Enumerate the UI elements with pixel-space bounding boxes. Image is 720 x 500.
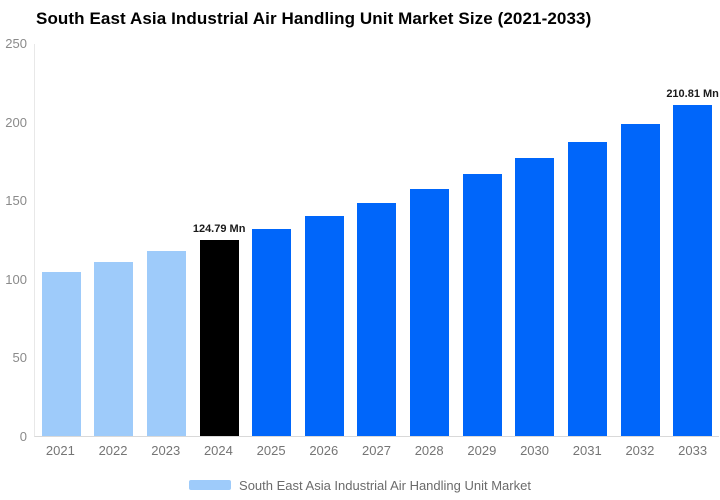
x-tick-2030: 2030	[520, 443, 549, 458]
bars-area: 124.79 Mn 210.81 Mn	[35, 44, 719, 436]
bar-2025	[252, 228, 292, 436]
y-tick-0: 0	[19, 429, 27, 444]
bar-slot-2026	[298, 44, 351, 436]
x-tick-2029: 2029	[467, 443, 497, 458]
x-tick-2021: 2021	[45, 443, 75, 458]
chart-title: South East Asia Industrial Air Handling …	[36, 9, 592, 28]
y-tick-50: 50	[12, 350, 27, 366]
bar-slot-2021	[35, 44, 88, 436]
data-label-2033: 210.81 Mn	[666, 88, 719, 101]
bar-2033	[673, 105, 713, 436]
bar-slot-2033: 210.81 Mn	[666, 44, 719, 436]
bar-2022	[94, 261, 134, 436]
x-tick-2031: 2031	[572, 443, 602, 458]
x-tick-2032: 2032	[625, 443, 655, 458]
x-tick-2027: 2027	[362, 443, 391, 458]
x-tick-2022: 2022	[98, 443, 128, 458]
bar-2027	[357, 202, 397, 436]
legend-label: South East Asia Industrial Air Handling …	[239, 477, 531, 493]
bar-slot-2030	[508, 44, 561, 436]
bar-2031	[567, 141, 607, 436]
bar-2024	[199, 240, 239, 436]
plot-area: 124.79 Mn 210.81 Mn	[34, 44, 719, 437]
x-tick-2028: 2028	[414, 443, 444, 458]
bar-slot-2029	[456, 44, 509, 436]
bar-slot-2025	[245, 44, 298, 436]
bar-2030	[515, 158, 555, 436]
x-tick-2024: 2024	[203, 443, 233, 458]
legend-swatch	[189, 480, 232, 490]
x-tick-2025: 2025	[256, 443, 286, 458]
bar-slot-2022	[88, 44, 141, 436]
bar-slot-2032	[614, 44, 667, 436]
x-tick-2033: 2033	[678, 443, 708, 458]
legend: South East Asia Industrial Air Handling …	[0, 475, 720, 495]
bar-2023	[147, 251, 187, 436]
bar-slot-2028	[403, 44, 456, 436]
x-axis: 2021 2022 2023 2024 2025 2026 2027 2028 2029 2030…	[34, 443, 719, 459]
y-tick-250: 250	[5, 36, 27, 51]
data-label-2024: 124.79 Mn	[192, 223, 246, 236]
bar-slot-2031	[561, 44, 614, 436]
bar-2029	[462, 174, 502, 436]
bar-2021	[41, 271, 81, 436]
bar-2032	[620, 124, 660, 436]
bar-slot-2024: 124.79 Mn	[193, 44, 246, 436]
bar-2026	[304, 216, 344, 436]
bar-2028	[410, 188, 450, 436]
x-tick-2023: 2023	[151, 443, 181, 458]
y-tick-150: 150	[5, 193, 27, 209]
y-tick-200: 200	[5, 114, 27, 130]
bar-slot-2027	[351, 44, 404, 436]
x-tick-2026: 2026	[309, 443, 339, 458]
bar-slot-2023	[140, 44, 193, 436]
y-tick-100: 100	[5, 271, 27, 287]
